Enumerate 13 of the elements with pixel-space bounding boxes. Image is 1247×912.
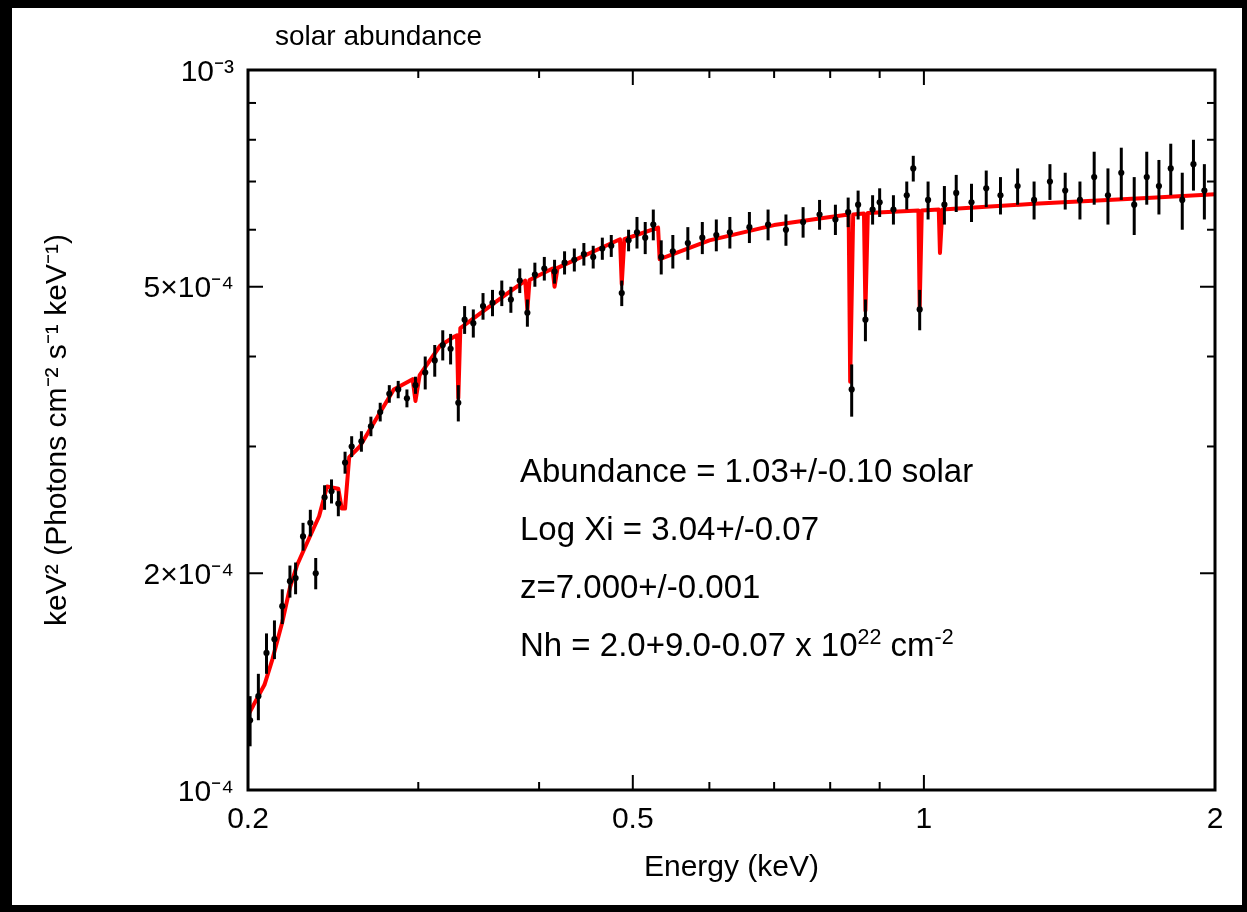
annotation: Abundance = 1.03+/-0.10 solar [520,452,974,489]
y-tick-label: 5×10⁻⁴ [143,270,234,304]
y-tick-label: 10⁻³ [180,53,235,87]
x-tick-label: 2 [1206,801,1224,834]
annotation: Log Xi = 3.04+/-0.07 [520,510,820,547]
chart-title: solar abundance [275,20,483,51]
x-tick-label: 0.5 [611,801,654,834]
x-tick-label: 1 [915,801,933,834]
annotation: Nh = 2.0+9.0-0.07 x 10$^{22}$ cm$^{-2}$ [520,625,954,663]
x-axis-title: Energy (keV) [643,849,820,882]
annotation: z=7.000+/-0.001 [520,568,761,605]
y-tick-label: 2×10⁻⁴ [143,556,234,590]
y-axis-title: keV² (Photons cm⁻² s⁻¹ keV⁻¹) [39,234,72,626]
